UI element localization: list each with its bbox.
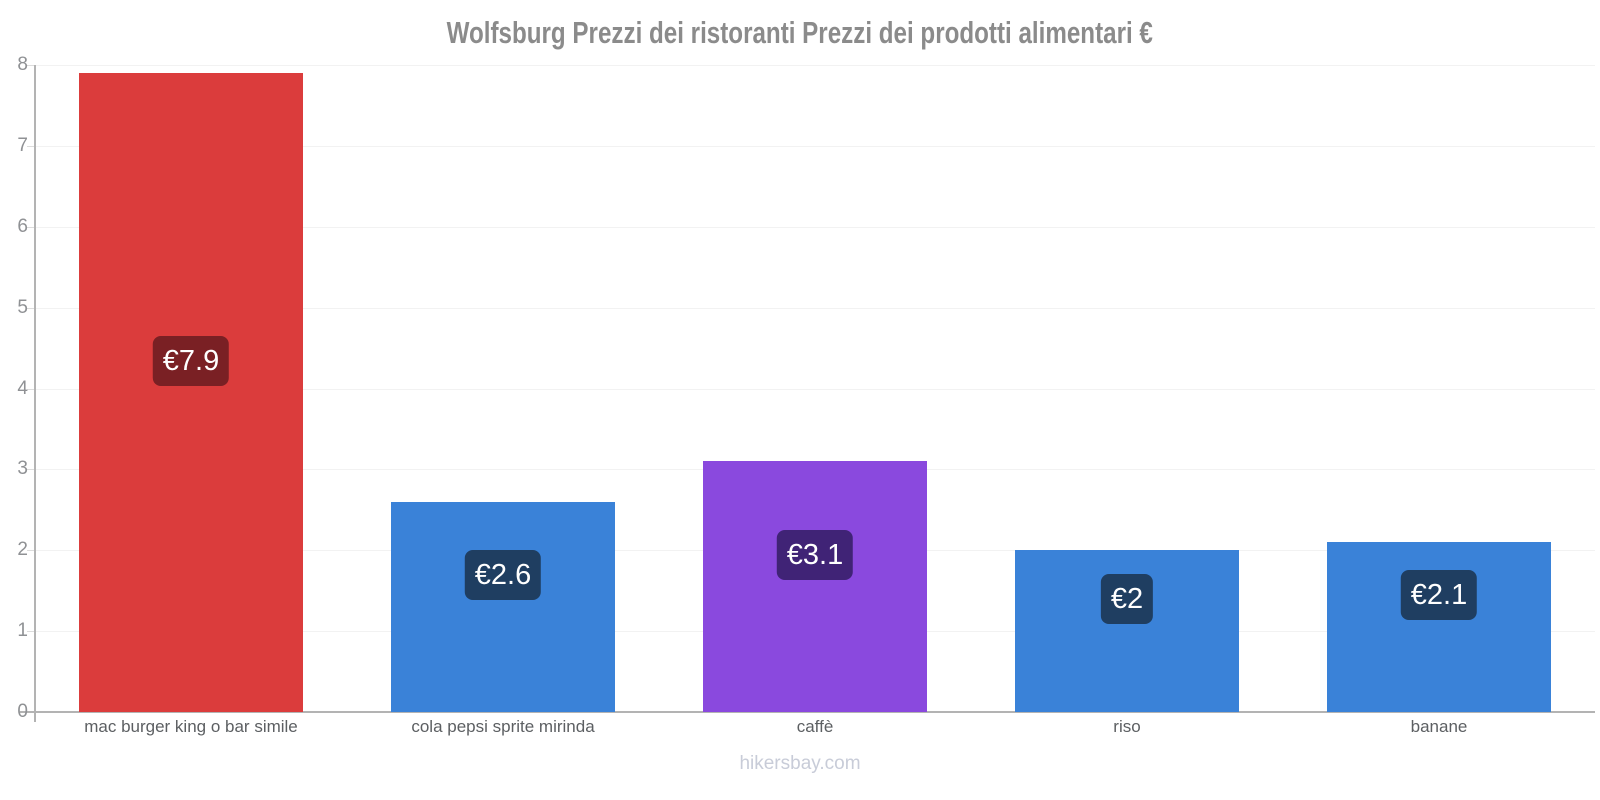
gridline	[35, 145, 1595, 147]
y-axis-tick	[27, 65, 35, 66]
y-axis-tick-label: 3	[17, 458, 28, 480]
y-axis-tick-label: 0	[17, 701, 28, 722]
y-axis-tick	[27, 307, 35, 309]
gridline	[35, 307, 1595, 309]
gridline	[35, 65, 1595, 66]
y-axis-tick	[27, 145, 35, 147]
x-axis-line	[35, 711, 1595, 713]
y-axis-line	[34, 65, 36, 722]
bar: €2.1	[1327, 542, 1551, 712]
bar: €2	[1015, 550, 1239, 712]
y-axis-tick-label: 2	[17, 539, 28, 561]
bar-value-label: €2.1	[1400, 570, 1478, 621]
x-axis-category-label: riso	[1113, 717, 1141, 736]
y-axis-tick-label: 8	[17, 54, 28, 75]
y-axis-tick-label: 5	[17, 296, 28, 318]
chart-title-text: Wolfsburg Prezzi dei ristoranti Prezzi d…	[446, 15, 1154, 50]
y-axis-tick	[27, 388, 35, 390]
y-axis-tick-label: 4	[17, 377, 28, 399]
bar: €2.6	[391, 501, 615, 712]
x-axis-category-label: banane	[1410, 717, 1468, 736]
bar: €3.1	[703, 461, 927, 712]
bar-value-label: €7.9	[152, 335, 230, 386]
gridline	[35, 226, 1595, 228]
y-axis-tick	[20, 711, 35, 713]
y-axis-tick	[27, 226, 35, 228]
chart-title: Wolfsburg Prezzi dei ristoranti Prezzi d…	[0, 15, 1600, 51]
y-axis-tick	[27, 631, 35, 633]
bar: €7.9	[79, 73, 303, 712]
x-axis-category-label: caffè	[796, 717, 834, 736]
x-axis-category-label: mac burger king o bar simile	[84, 717, 298, 736]
bar-value-label: €2	[1100, 574, 1154, 625]
x-axis-category-label: cola pepsi sprite mirinda	[411, 717, 595, 736]
y-axis-tick-label: 1	[17, 620, 28, 642]
watermark: hikersbay.com	[739, 753, 861, 774]
y-axis-tick	[27, 550, 35, 552]
bar-value-label: €2.6	[464, 549, 542, 600]
y-axis-tick-label: 6	[17, 215, 28, 237]
gridline	[35, 388, 1595, 390]
y-axis-tick-label: 7	[17, 134, 28, 156]
bar-value-label: €3.1	[776, 529, 854, 580]
y-axis-tick	[27, 469, 35, 471]
